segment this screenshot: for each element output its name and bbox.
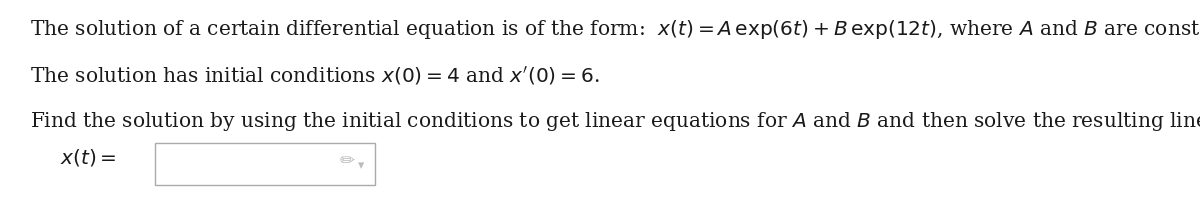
Text: The solution of a certain differential equation is of the form:  $x(t) = A\,\exp: The solution of a certain differential e…	[30, 18, 1200, 41]
Text: ✏: ✏	[340, 152, 354, 170]
Text: ▾: ▾	[358, 160, 364, 172]
Text: Find the solution by using the initial conditions to get linear equations for $A: Find the solution by using the initial c…	[30, 110, 1200, 133]
Text: The solution has initial conditions $x(0) = 4$ and $x^{\prime}(0) = 6$.: The solution has initial conditions $x(0…	[30, 65, 600, 87]
Bar	[155, 143, 374, 185]
Text: $x(t) =$: $x(t) =$	[60, 148, 116, 168]
